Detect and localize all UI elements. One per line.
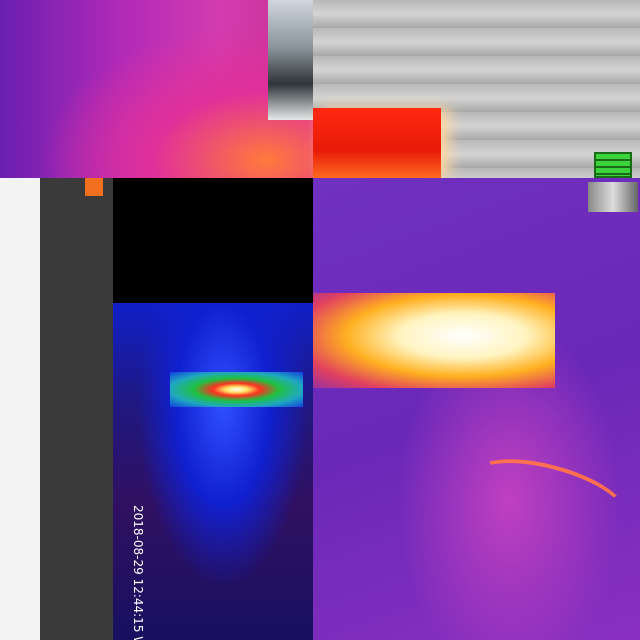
hot-region	[313, 108, 441, 178]
timestamp: 2018-08-29 12:44:15 Wed	[131, 505, 145, 640]
thermal-tile	[0, 0, 313, 178]
photo-inset	[588, 182, 638, 212]
thermal-tile	[313, 178, 640, 640]
hot-spot	[170, 372, 303, 407]
photo-inset	[268, 0, 313, 120]
black-area	[113, 178, 313, 303]
battery-icon	[594, 152, 632, 178]
flame	[313, 293, 555, 388]
side-panel	[40, 178, 113, 640]
thermal-tile	[113, 303, 313, 640]
button[interactable]	[85, 178, 103, 196]
browser-strip	[0, 178, 41, 640]
